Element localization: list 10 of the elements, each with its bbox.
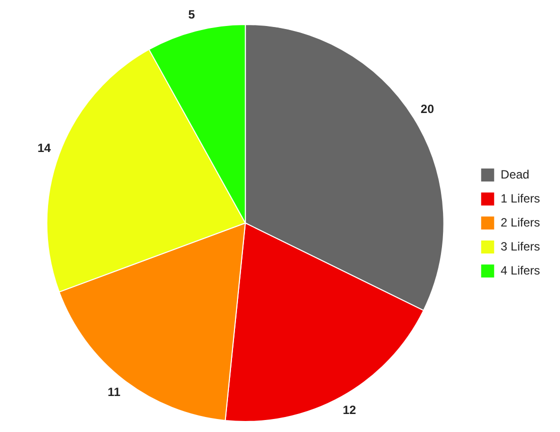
legend-label: 1 Lifers <box>500 191 540 206</box>
data-label: 20 <box>420 102 434 116</box>
legend-label: 4 Lifers <box>500 263 540 278</box>
data-label: 14 <box>37 140 52 155</box>
data-label: 5 <box>188 8 196 22</box>
legend-label: 2 Lifers <box>500 215 540 230</box>
legend-label: Dead <box>500 167 530 182</box>
data-label: 11 <box>108 384 121 399</box>
data-label: 12 <box>342 402 356 417</box>
legend-label: 3 Lifers <box>500 239 540 254</box>
